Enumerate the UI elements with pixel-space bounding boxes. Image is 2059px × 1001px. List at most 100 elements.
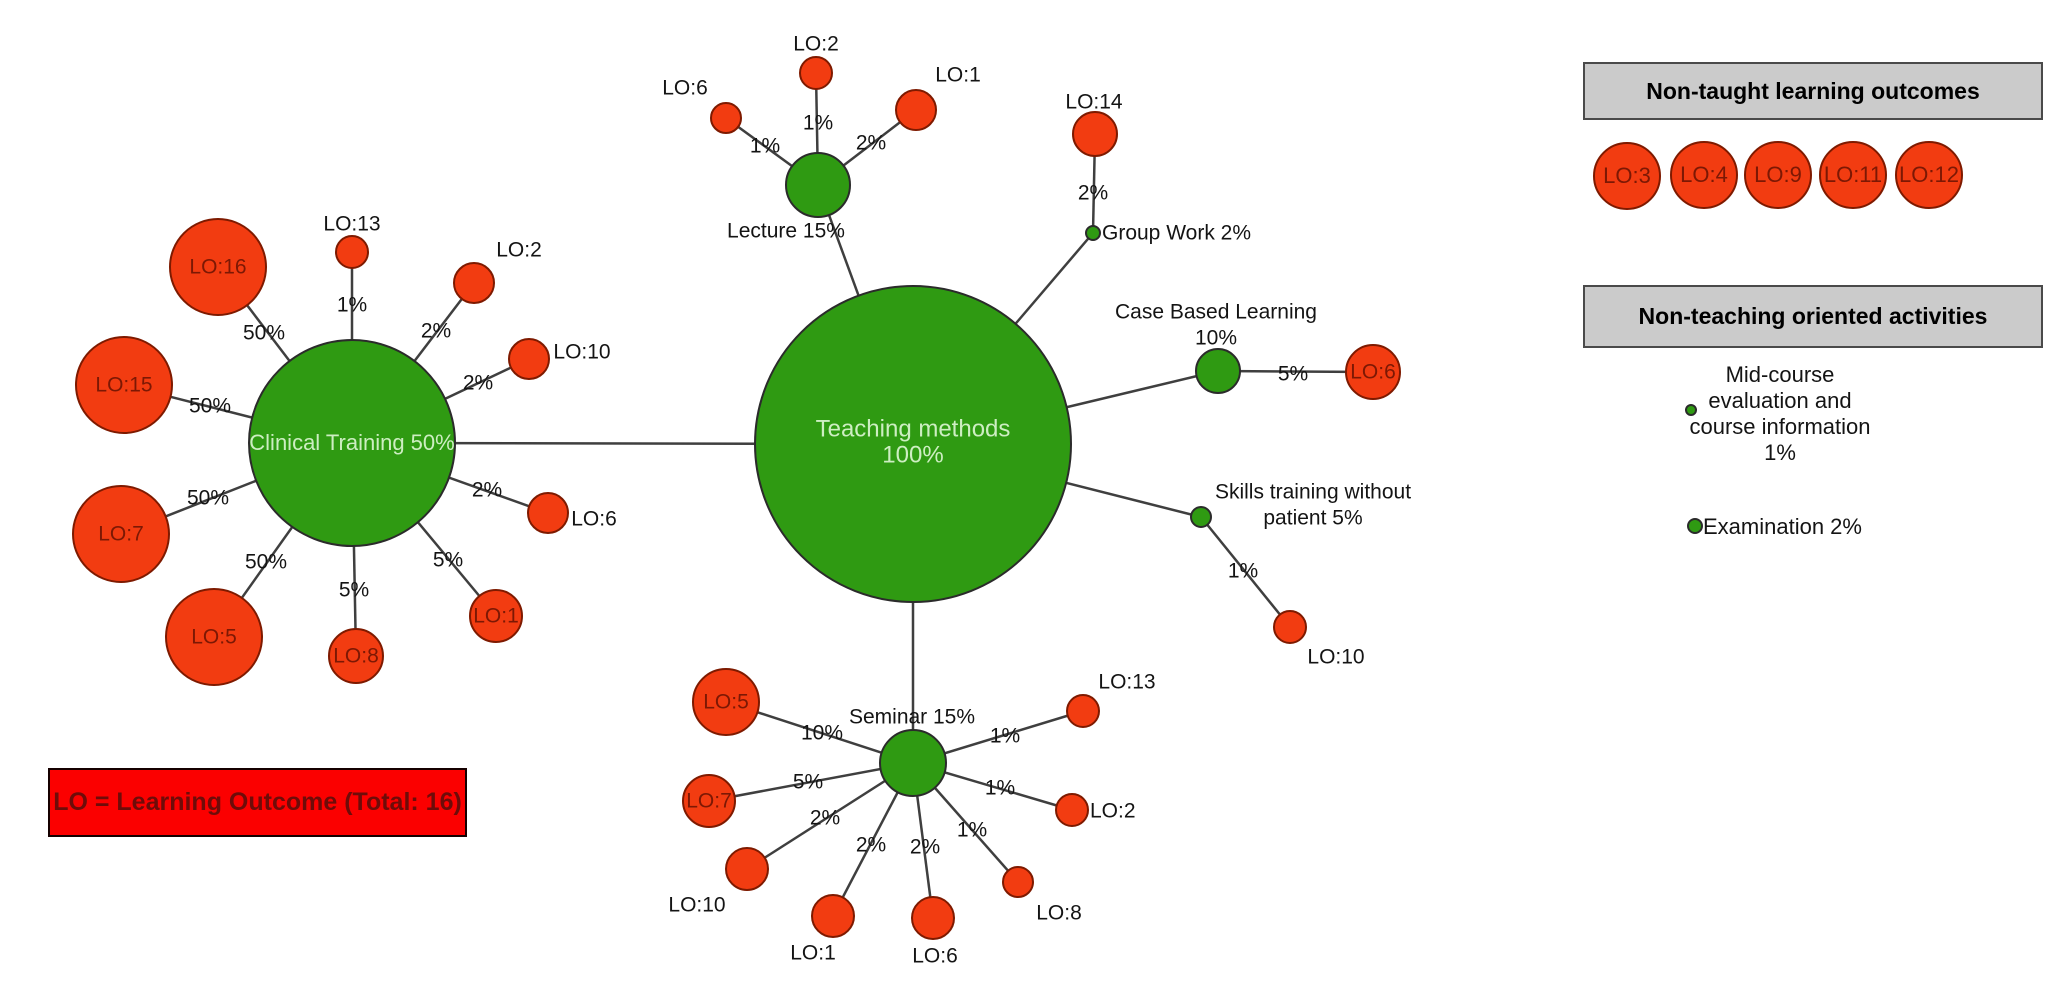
legend-box: LO = Learning Outcome (Total: 16)	[48, 768, 467, 837]
clinical-lo13-circle	[335, 235, 369, 269]
groupwork-lo14-label: LO:14	[1065, 90, 1123, 114]
skills-lo10-circle	[1273, 610, 1307, 644]
lecture-lo2-pct: 1%	[802, 111, 834, 135]
clinical-lo15-pct: 50%	[188, 394, 232, 418]
clinical-lo13-pct: 1%	[336, 293, 368, 317]
panel-lo3-label: LO:3	[1603, 162, 1651, 188]
panel-lo12-circle	[1895, 141, 1963, 209]
seminar-lo8-pct: 1%	[956, 818, 988, 842]
casebased-lo6-circle	[1345, 344, 1401, 400]
nodes-layer	[72, 56, 1963, 940]
mid-course-line4: 1%	[1764, 440, 1796, 465]
edge-skills-lo10	[1200, 516, 1291, 628]
clinical-lo10-circle	[508, 338, 550, 380]
clinical-lo5-label: LO:5	[191, 625, 237, 649]
non-teaching-header-box: Non-teaching oriented activities	[1583, 285, 2043, 348]
seminar-lo2-circle	[1055, 793, 1089, 827]
casebased-lo6-label: LO:6	[1350, 360, 1396, 384]
mid-course-line3: course information	[1689, 414, 1871, 439]
seminar-lo13-pct: 1%	[989, 724, 1021, 748]
seminar-hub-label: Seminar 15%	[848, 705, 976, 729]
skills-lo10-label: LO:10	[1307, 645, 1365, 669]
clinical-lo10-pct: 2%	[462, 371, 494, 395]
panel-lo4-circle	[1670, 141, 1738, 209]
seminar-lo6-circle	[911, 896, 955, 940]
clinical-lo8-circle	[328, 628, 384, 684]
teaching-methods-line1: Teaching methods	[815, 415, 1011, 443]
seminar-lo8-circle	[1002, 866, 1034, 898]
seminar-lo8-label: LO:8	[1036, 901, 1082, 925]
groupwork-lo14-pct: 2%	[1077, 181, 1109, 205]
clinical-lo8-pct: 5%	[338, 578, 370, 602]
case-based-label: Case Based Learning	[1115, 300, 1317, 324]
lecture-lo2-circle	[799, 56, 833, 90]
lecture-lo1-circle	[895, 89, 937, 131]
panel-lo3-circle	[1593, 142, 1661, 210]
mid-course-label: Mid-course evaluation and course informa…	[1690, 362, 1871, 466]
clinical-lo13-label: LO:13	[323, 212, 381, 236]
clinical-lo15-label: LO:15	[95, 373, 153, 397]
teaching-methods-hub-label: Teaching methods 100%	[815, 415, 1011, 470]
panel-lo11-label: LO:11	[1823, 161, 1883, 187]
clinical-lo6-circle	[527, 492, 569, 534]
mid-course-dot	[1685, 404, 1697, 416]
panel-lo12-label: LO:12	[1899, 161, 1959, 187]
clinical-lo6-pct: 2%	[471, 478, 503, 502]
teaching-methods-hub-circle	[754, 285, 1072, 603]
clinical-lo2-pct: 2%	[420, 319, 452, 343]
seminar-lo5-circle	[692, 668, 760, 736]
lecture-lo1-pct: 2%	[855, 131, 887, 155]
clinical-lo7-pct: 50%	[186, 486, 230, 510]
teaching-methods-line2: 100%	[882, 442, 944, 469]
clinical-lo16-pct: 50%	[242, 321, 286, 345]
clinical-lo1-pct: 5%	[432, 548, 464, 572]
case-based-pct: 10%	[1194, 326, 1238, 350]
seminar-lo2-label: LO:2	[1090, 799, 1136, 823]
seminar-lo10-circle	[725, 847, 769, 891]
examination-label: Examination 2%	[1703, 513, 1862, 539]
examination-dot	[1687, 518, 1703, 534]
skills-label-line2: patient 5%	[1263, 506, 1363, 530]
lecture-lo6-label: LO:6	[662, 76, 708, 100]
clinical-lo10-label: LO:10	[553, 340, 611, 364]
clinical-training-hub-label: Clinical Training 50%	[249, 429, 455, 455]
lecture-lo6-circle	[710, 102, 742, 134]
clinical-lo1-label: LO:1	[473, 604, 519, 628]
groupwork-lo14-circle	[1072, 111, 1118, 157]
mid-course-line1: Mid-course	[1725, 362, 1835, 387]
clinical-lo5-pct: 50%	[244, 550, 288, 574]
clinical-lo16-circle	[169, 218, 267, 316]
clinical-lo15-circle	[75, 336, 173, 434]
panel-lo4-label: LO:4	[1680, 161, 1728, 187]
clinical-lo8-label: LO:8	[333, 644, 379, 668]
seminar-lo1-pct: 2%	[855, 833, 887, 857]
non-taught-header-label: Non-taught learning outcomes	[1646, 77, 1980, 104]
casebased-lo6-pct: 5%	[1277, 362, 1309, 386]
group-work-dot	[1085, 225, 1101, 241]
mid-course-line2: evaluation and	[1708, 388, 1852, 413]
non-taught-header-box: Non-taught learning outcomes	[1583, 62, 2043, 120]
seminar-lo1-label: LO:1	[790, 941, 836, 965]
seminar-lo1-circle	[811, 894, 855, 938]
clinical-lo7-label: LO:7	[98, 522, 144, 546]
panel-lo9-label: LO:9	[1754, 161, 1802, 187]
legend-label: LO = Learning Outcome (Total: 16)	[53, 788, 462, 816]
clinical-lo2-label: LO:2	[496, 238, 542, 262]
lecture-hub-circle	[785, 152, 851, 218]
seminar-lo2-pct: 1%	[984, 776, 1016, 800]
lecture-lo2-label: LO:2	[793, 32, 839, 56]
panel-lo11-circle	[1819, 141, 1887, 209]
edge-seminar-lo7	[708, 761, 914, 803]
clinical-lo2-circle	[453, 262, 495, 304]
seminar-lo6-pct: 2%	[909, 835, 941, 859]
seminar-lo10-pct: 2%	[809, 806, 841, 830]
seminar-lo10-label: LO:10	[668, 893, 726, 917]
clinical-lo1-circle	[469, 589, 523, 643]
seminar-lo5-label: LO:5	[703, 690, 749, 714]
clinical-lo16-label: LO:16	[189, 255, 247, 279]
seminar-lo7-circle	[682, 774, 736, 828]
seminar-lo13-label: LO:13	[1098, 670, 1156, 694]
clinical-training-hub-circle	[248, 339, 456, 547]
